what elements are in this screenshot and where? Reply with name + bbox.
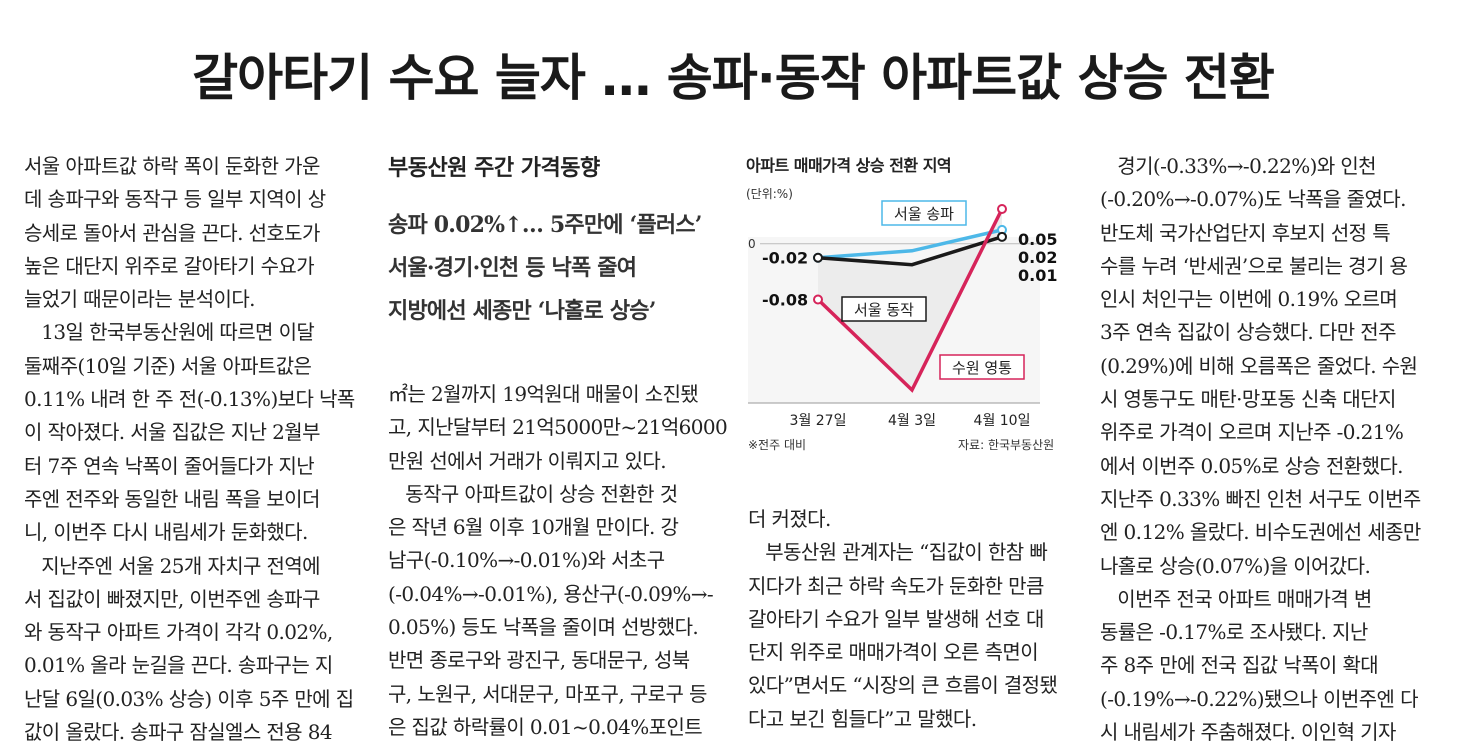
text-line: 위주로 가격이 오르며 지난주 -0.21% [1100, 420, 1404, 445]
series-label-box [881, 200, 967, 226]
text-line: 높은 대단지 위주로 갈아타기 수요가 [24, 253, 315, 278]
text-line: 서울 아파트값 하락 폭이 둔화한 가운 [24, 154, 320, 178]
text-line: 지난주엔 서울 25개 자치구 전역에 [24, 553, 320, 578]
chart-unit: (단위:%) [746, 187, 793, 201]
series-line [816, 208, 1004, 393]
text-line: 둘째주(10일 기준) 서울 아파트값은 [24, 353, 312, 378]
series-name-label: 수원 영통 [952, 359, 1012, 377]
text-line: (-0.19%→-0.22%)됐으나 이번주엔 다 [1100, 686, 1418, 711]
text-line: 이 작아졌다. 서울 집값은 지난 2월부 [24, 420, 320, 445]
text-line: 인시 처인구는 이번에 0.19% 오르며 [1100, 287, 1398, 312]
data-point [813, 252, 823, 263]
text-line: 경기(-0.33%→-0.22%)와 인천 [1100, 154, 1376, 178]
end-value-label: 0.02 [1018, 248, 1057, 267]
text-line: 에서 이번주 0.05%로 상승 전환했다. [1100, 453, 1404, 478]
text-line: 다고 보긴 힘들다”고 말했다. [748, 706, 977, 731]
text-line: 부동산원 관계자는 “집값이 한참 빠 [748, 540, 1048, 565]
series-name-label: 서울 송파 [894, 205, 954, 223]
text-line: 남구(-0.10%→-0.01%)와 서초구 [388, 548, 665, 573]
text-line: 와 동작구 아파트 가격이 각각 0.02%, [24, 620, 333, 645]
text-line: 반도체 국가산업단지 후보지 선정 특 [1100, 220, 1391, 245]
text-line: (-0.04%→-0.01%), 용산구(-0.09%→- [388, 581, 714, 606]
text-line: 반면 종로구와 광진구, 동대문구, 성북 [388, 648, 690, 673]
data-point [813, 294, 823, 305]
end-value-label: 0.01 [1018, 266, 1057, 285]
text-line: 구, 노원구, 서대문구, 마포구, 구로구 등 [388, 681, 707, 706]
text-line: 지난주 0.33% 빠진 인천 서구도 이번주 [1100, 486, 1421, 511]
text-line: (-0.20%→-0.07%)도 낙폭을 줄였다. [1100, 187, 1406, 212]
text-line: 시 영통구도 매탄·망포동 신축 대단지 [1100, 387, 1396, 412]
data-point [997, 204, 1007, 214]
chart-note: ※전주 대비 [748, 438, 807, 452]
article-column-2: 부동산원 주간 가격동향 송파 0.02%↑… 5주만에 ‘플러스’ 서울·경기… [388, 150, 728, 739]
start-value-label: -0.02 [762, 249, 808, 268]
text-line: 엔 0.12% 올랐다. 비수도권에선 세종만 [1100, 520, 1421, 545]
text-line: 지다가 최근 하락 속도가 둔화한 만큼 [748, 573, 1044, 598]
text-line: 이번주 전국 아파트 매매가격 변 [1100, 586, 1372, 611]
text-line: 늘었기 때문이라는 분석이다. [24, 287, 255, 312]
text-line: 더 커졌다. [748, 507, 831, 531]
headline: 갈아타기 수요 늘자 … 송파·동작 아파트값 상승 전환 [192, 49, 1275, 107]
text-line: (0.29%)에 비해 오름폭은 줄었다. 수원 [1100, 353, 1418, 378]
text-line: 단지 위주로 매매가격이 오른 측면이 [748, 640, 1039, 665]
text-line: 은 작년 6월 이후 10개월 만이다. 강 [388, 515, 679, 540]
sidebar-line: 송파 0.02%↑… 5주만에 ‘플러스’ [388, 212, 702, 238]
series-label-box [841, 296, 927, 322]
series-label-box [939, 354, 1025, 380]
sidebar-title: 부동산원 주간 가격동향 [388, 156, 600, 181]
text-line: 갈아타기 수요가 일부 발생해 선호 대 [748, 606, 1044, 631]
text-line: 은 집값 하락률이 0.01~0.04%포인트 [388, 714, 703, 739]
text-line: 3주 연속 집값이 상승했다. 다만 전주 [1100, 320, 1396, 345]
text-line: 서 집값이 빠졌지만, 이번주엔 송파구 [24, 586, 320, 611]
text-line: 만원 선에서 거래가 이뤄지고 있다. [388, 448, 667, 473]
chart-title: 아파트 매매가격 상승 전환 지역 [746, 156, 952, 175]
column-text: 경기(-0.33%→-0.22%)와 인천 (-0.20%→-0.07%)도 낙폭… [1100, 150, 1432, 749]
text-line: 동률은 -0.17%로 조사됐다. 지난 [1100, 620, 1368, 645]
series-line [817, 235, 1003, 267]
end-value-label: 0.05 [1018, 230, 1057, 249]
text-line: 주 8주 만에 전국 집값 낙폭이 확대 [1100, 653, 1379, 678]
text-line: 0.05%) 등도 낙폭을 줄이며 선방했다. [388, 615, 699, 640]
data-point [997, 231, 1007, 242]
text-line: 있다”면서도 “시장의 큰 흐름이 결정됐 [748, 673, 1058, 698]
text-line: ㎡는 2월까지 19억원대 매물이 소진됐 [388, 382, 699, 406]
text-line: 난달 6일(0.03% 상승) 이후 5주 만에 집 [24, 686, 354, 711]
text-line: 값이 올랐다. 송파구 잠실엘스 전용 84 [24, 720, 333, 745]
text-line: 데 송파구와 동작구 등 일부 지역이 상 [24, 187, 326, 212]
text-line: 13일 한국부동산원에 따르면 이달 [24, 320, 315, 345]
sidebar-line: 지방에선 세종만 ‘나홀로 상승’ [388, 298, 656, 324]
text-line: 주엔 전주와 동일한 내림 폭을 보이더 [24, 486, 320, 511]
series-name-label: 서울 동작 [854, 301, 914, 319]
x-tick-label: 4월 10일 [974, 413, 1031, 429]
text-line: 나홀로 상승(0.07%)을 이어갔다. [1100, 553, 1371, 578]
article-column-4: 경기(-0.33%→-0.22%)와 인천 (-0.20%→-0.07%)도 낙폭… [1100, 150, 1432, 749]
start-value-label: -0.08 [762, 291, 808, 310]
text-line: 수를 누려 ‘반세권’으로 불리는 경기 용 [1100, 253, 1408, 278]
x-tick-label: 3월 27일 [790, 413, 847, 429]
text-line: 0.11% 내려 한 주 전(-0.13%)보다 낙폭 [24, 387, 355, 412]
text-line: 동작구 아파트값이 상승 전환한 것 [388, 481, 678, 506]
text-line: 시 내림세가 주춤해졌다. 이인혁 기자 [1100, 720, 1396, 745]
line-chart: 0 3월 27일 4월 3일 4월 10일 0.02 -0.02 0.01 0.05 -0.08… [748, 200, 1057, 429]
text-line: 니, 이번주 다시 내림세가 둔화했다. [24, 520, 308, 545]
text-line: 0.01% 올라 눈길을 끈다. 송파구는 지 [24, 653, 333, 678]
text-line: 터 7주 연속 낙폭이 줄어들다가 지난 [24, 453, 315, 478]
text-line: 고, 지난달부터 21억5000만~21억6000 [388, 415, 728, 440]
sidebar-line: 서울·경기·인천 등 낙폭 줄여 [388, 255, 637, 281]
text-line: 승세로 돌아서 관심을 끈다. 선호도가 [24, 220, 320, 245]
x-tick-label: 4월 3일 [888, 413, 936, 429]
series-line [817, 228, 1003, 260]
zero-label: 0 [748, 237, 756, 251]
chart-source: 자료: 한국부동산원 [958, 438, 1055, 452]
